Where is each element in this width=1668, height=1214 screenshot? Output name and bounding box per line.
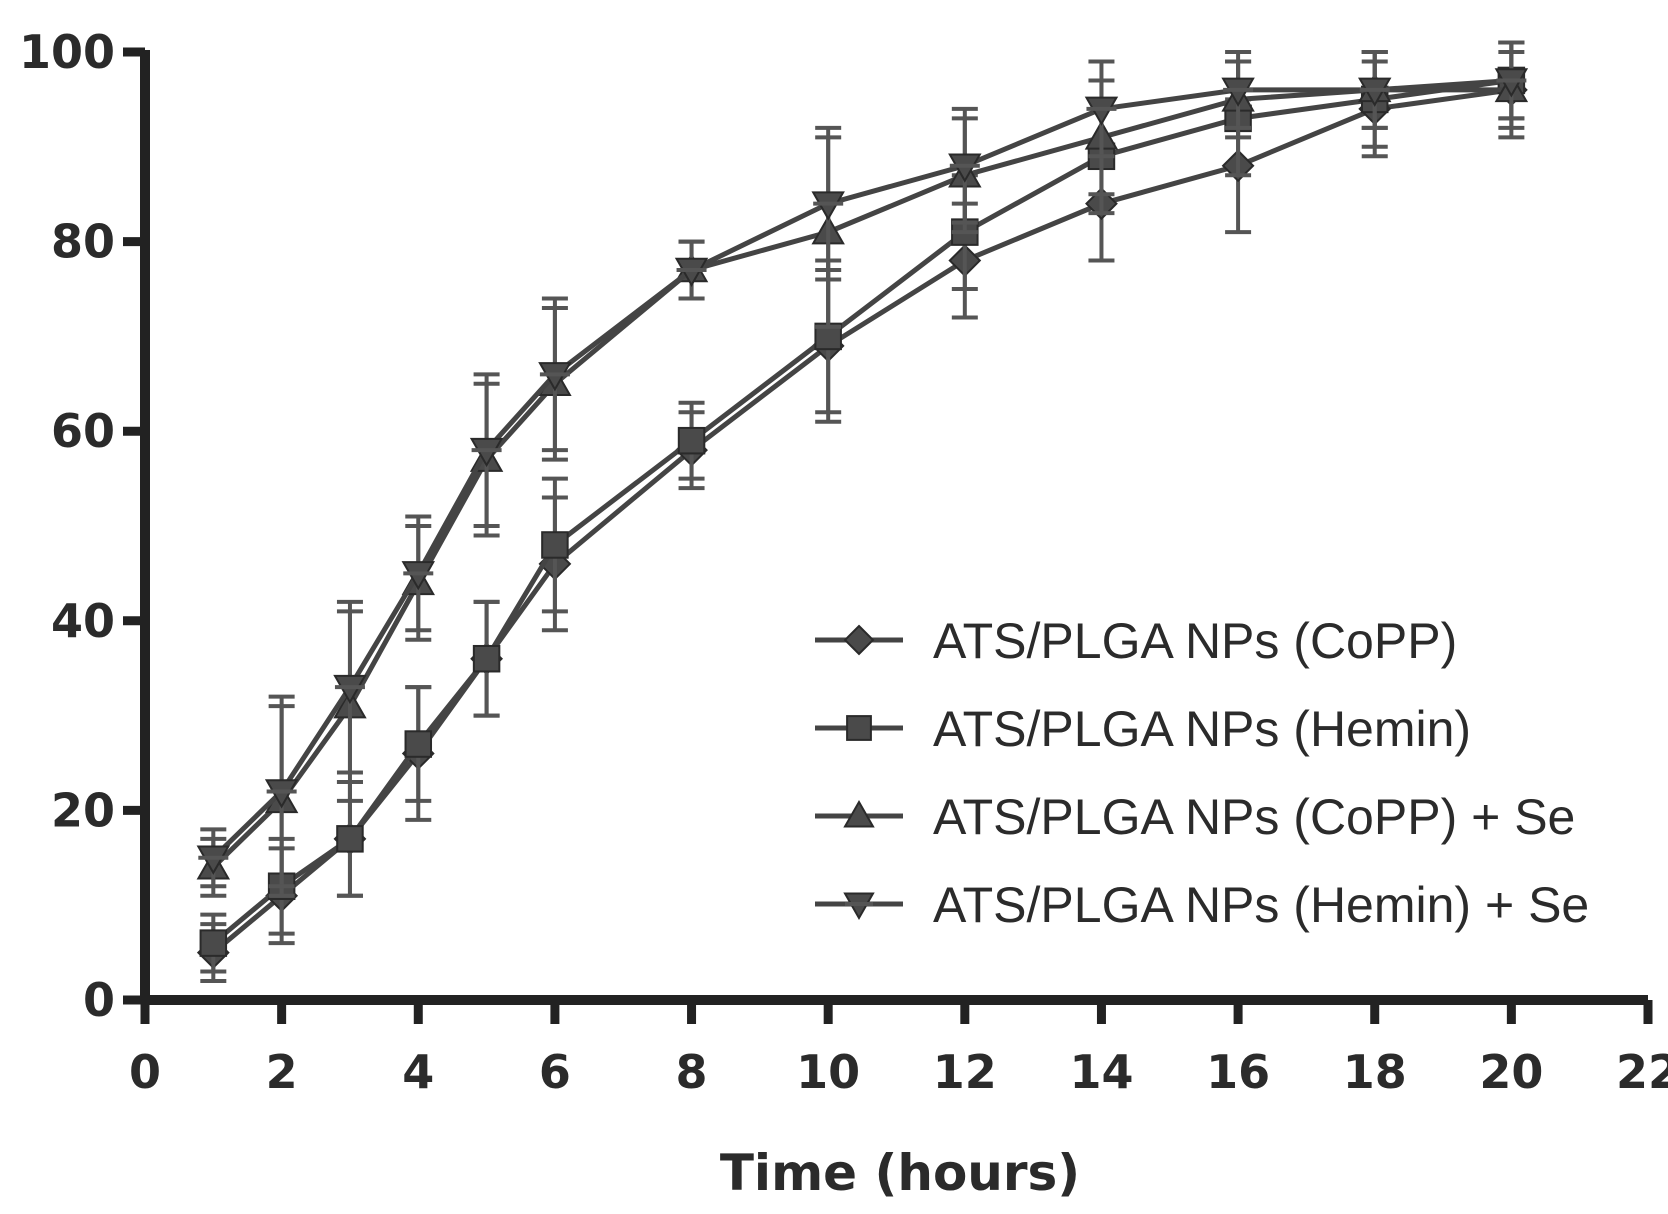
legend-label: ATS/PLGA NPs (Hemin)	[933, 701, 1471, 757]
star-marker	[1358, 77, 1392, 107]
square-marker	[846, 715, 872, 741]
x-axis-title: Time (hours)	[720, 1144, 1080, 1202]
star-marker	[538, 362, 572, 392]
square-marker	[336, 825, 364, 853]
star-marker	[1221, 77, 1255, 107]
legend-item: ATS/PLGA NPs (Hemin)	[815, 701, 1471, 757]
y-tick-label: 100	[19, 25, 115, 79]
axes: 0 20 40 60 80 100 0 2 4 6 8 10 12 14 16 18 20 22	[19, 25, 1668, 1099]
legend-label: ATS/PLGA NPs (Hemin) + Se	[933, 877, 1589, 933]
x-tick-label: 4	[402, 1045, 434, 1099]
star-marker	[674, 257, 709, 288]
triangle-marker	[843, 799, 875, 828]
star-marker	[469, 437, 504, 468]
star-marker	[948, 153, 982, 183]
series-layer	[196, 40, 1529, 984]
y-tick-label: 40	[51, 594, 115, 648]
x-tick-label: 6	[539, 1045, 571, 1099]
x-tick-label: 12	[933, 1045, 997, 1099]
y-tick-label: 0	[83, 973, 115, 1027]
star-marker	[333, 674, 367, 705]
x-tick-label: 14	[1069, 1045, 1133, 1099]
x-tick-label: 18	[1343, 1045, 1407, 1099]
y-tick-label: 60	[51, 404, 115, 458]
legend: ATS/PLGA NPs (CoPP) ATS/PLGA NPs (Hemin) A…	[815, 613, 1589, 933]
star-marker	[811, 191, 845, 221]
x-tick-label: 22	[1616, 1045, 1668, 1099]
square-marker	[472, 644, 501, 673]
x-tick-label: 10	[796, 1045, 860, 1099]
square-marker	[541, 531, 569, 559]
star-marker	[1494, 68, 1529, 98]
x-tick-label: 2	[266, 1045, 298, 1099]
star-marker	[196, 845, 231, 875]
legend-label: ATS/PLGA NPs (CoPP)	[933, 613, 1457, 669]
series-4	[196, 40, 1529, 889]
legend-item: ATS/PLGA NPs (CoPP)	[815, 613, 1457, 669]
legend-item: ATS/PLGA NPs (Hemin) + Se	[815, 877, 1589, 933]
square-marker	[677, 426, 706, 455]
x-tick-label: 16	[1206, 1045, 1270, 1099]
star-marker	[264, 779, 299, 809]
star-marker	[401, 561, 435, 591]
x-tick-label: 8	[676, 1045, 708, 1099]
star-marker	[843, 892, 875, 921]
y-tick-label: 80	[51, 215, 115, 269]
x-tick-label: 20	[1479, 1045, 1543, 1099]
x-tick-label: 0	[129, 1045, 161, 1099]
star-marker	[1084, 96, 1119, 126]
diamond-marker	[843, 624, 875, 656]
square-marker	[199, 929, 228, 957]
y-tick-label: 20	[51, 783, 115, 837]
legend-item: ATS/PLGA NPs (CoPP) + Se	[815, 789, 1575, 845]
legend-label: ATS/PLGA NPs (CoPP) + Se	[933, 789, 1575, 845]
square-marker	[404, 730, 433, 758]
